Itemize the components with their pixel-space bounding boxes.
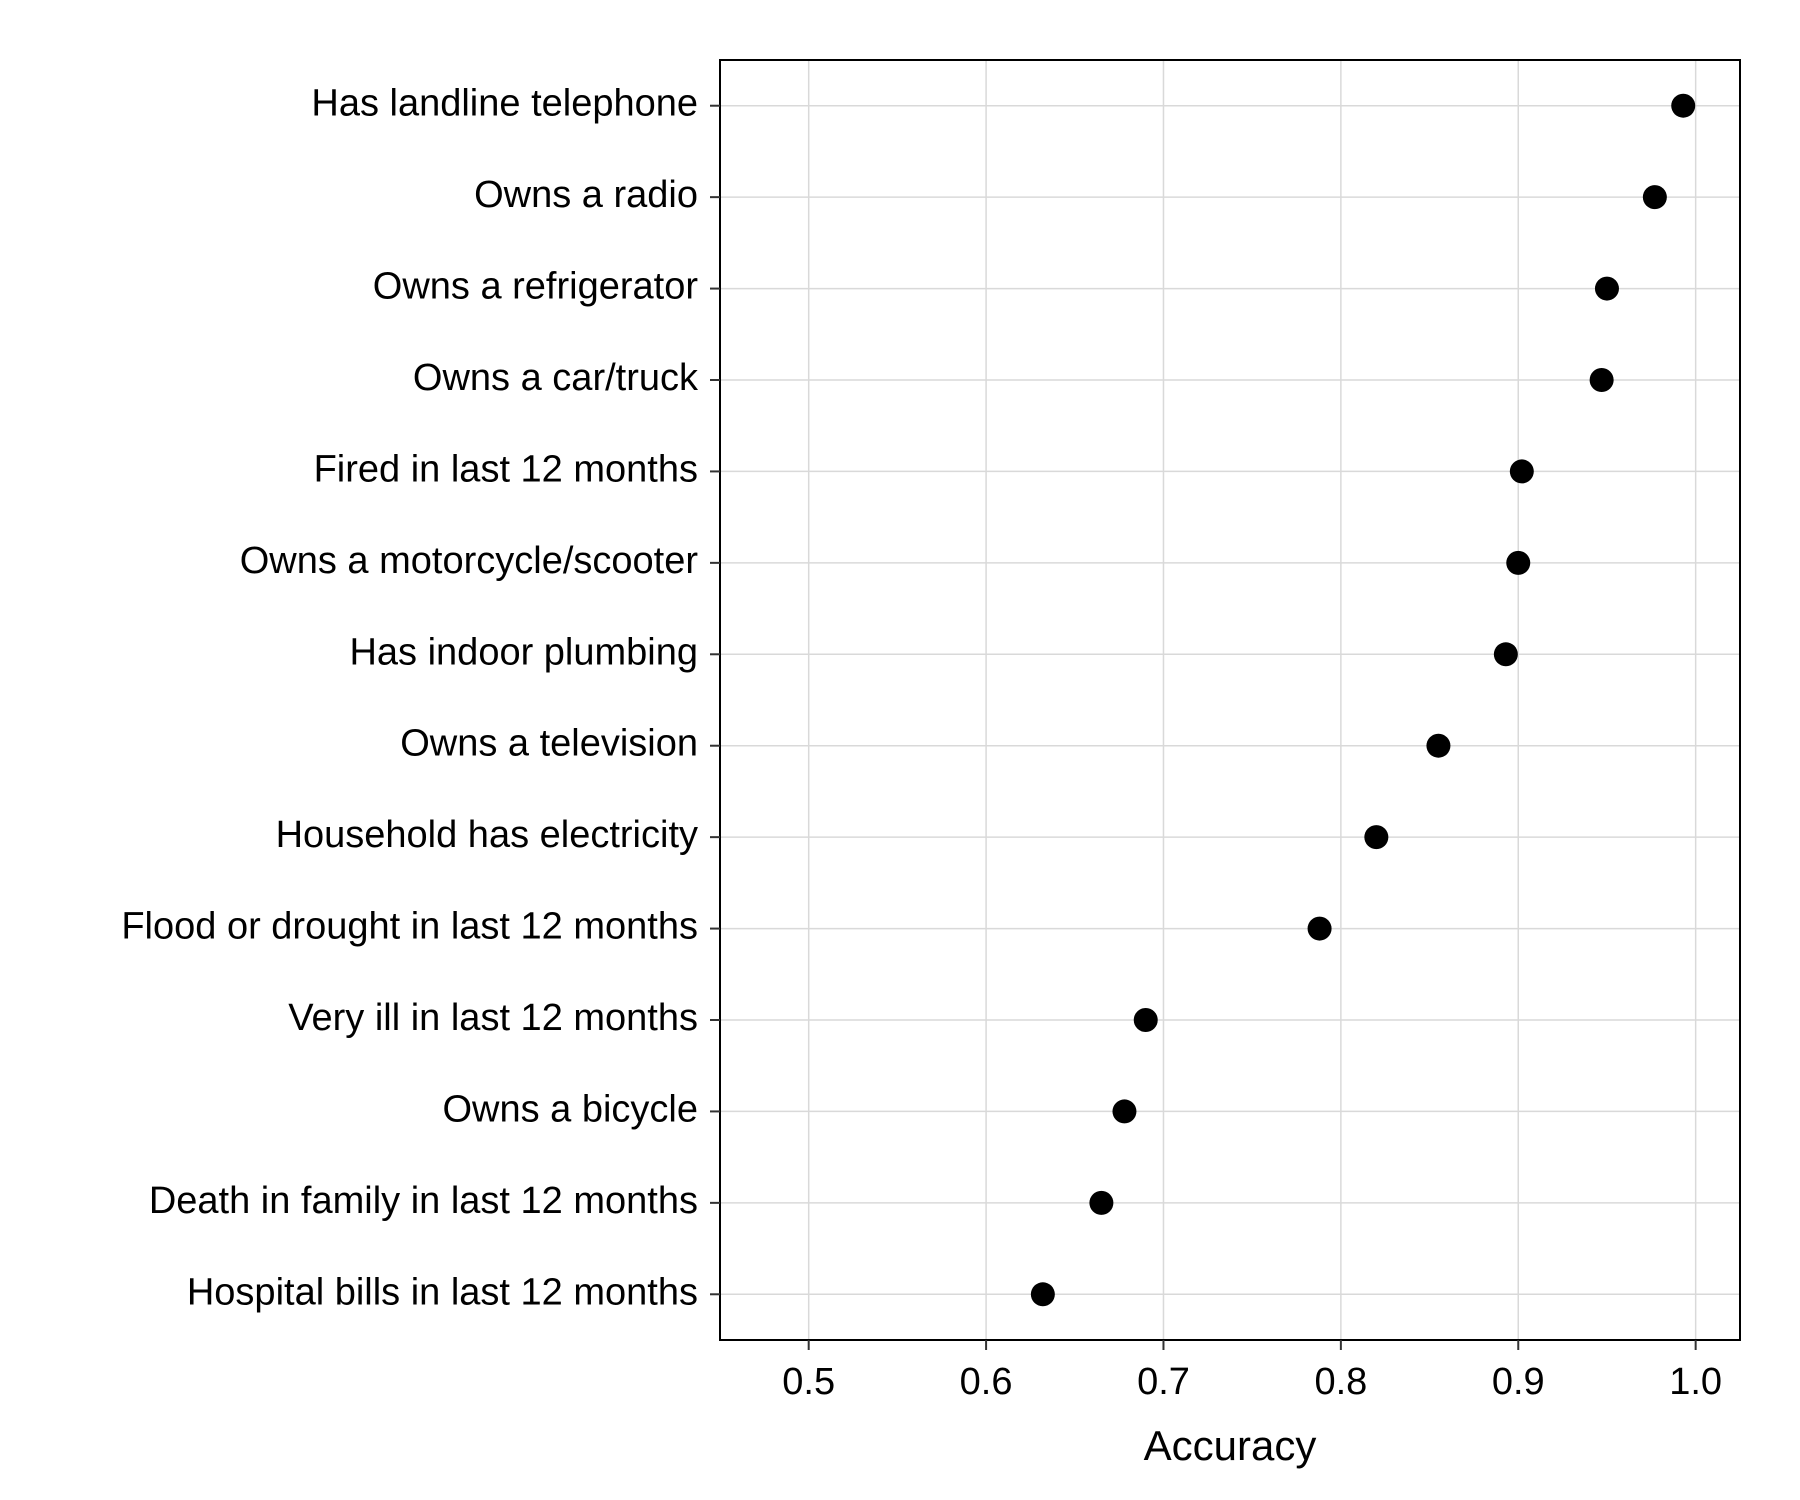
plot-panel — [720, 60, 1740, 1340]
data-point — [1590, 368, 1614, 392]
data-point — [1494, 642, 1518, 666]
y-tick-label: Has indoor plumbing — [349, 631, 698, 673]
y-tick-label: Hospital bills in last 12 months — [187, 1271, 698, 1313]
x-tick-label: 0.7 — [1137, 1361, 1190, 1403]
data-point — [1031, 1282, 1055, 1306]
data-point — [1643, 185, 1667, 209]
data-point — [1112, 1099, 1136, 1123]
y-tick-label: Owns a bicycle — [442, 1088, 698, 1130]
x-tick-label: 0.9 — [1492, 1361, 1545, 1403]
x-axis-label: Accuracy — [1144, 1422, 1317, 1469]
data-point — [1134, 1008, 1158, 1032]
chart-container: 0.5 0.6 0.7 0.8 0.9 1.0 Accuracy Has landline t… — [0, 0, 1800, 1500]
x-tick-label: 0.6 — [960, 1361, 1013, 1403]
x-tick-label: 0.5 — [782, 1361, 835, 1403]
data-point — [1089, 1191, 1113, 1215]
y-tick-label: Fired in last 12 months — [314, 448, 698, 490]
data-point — [1595, 277, 1619, 301]
panel-background — [720, 60, 1740, 1340]
x-tick-label: 0.8 — [1314, 1361, 1367, 1403]
y-tick-label: Household has electricity — [276, 814, 698, 856]
data-point — [1510, 459, 1534, 483]
y-tick-label: Has landline telephone — [311, 83, 698, 125]
data-point — [1426, 734, 1450, 758]
y-tick-label: Owns a motorcycle/scooter — [240, 540, 699, 582]
dotplot-chart: 0.5 0.6 0.7 0.8 0.9 1.0 Accuracy Has landline t… — [0, 0, 1800, 1500]
y-tick-label: Death in family in last 12 months — [149, 1180, 698, 1222]
data-point — [1308, 917, 1332, 941]
y-tick-label: Owns a radio — [474, 174, 698, 216]
y-tick-label: Owns a car/truck — [413, 357, 699, 399]
y-tick-label: Very ill in last 12 months — [288, 997, 698, 1039]
data-point — [1364, 825, 1388, 849]
y-tick-label: Owns a television — [400, 723, 698, 765]
y-tick-label: Owns a refrigerator — [373, 266, 699, 308]
x-tick-label: 1.0 — [1669, 1361, 1722, 1403]
data-point — [1671, 94, 1695, 118]
y-tick-label: Flood or drought in last 12 months — [121, 906, 698, 948]
data-point — [1506, 551, 1530, 575]
